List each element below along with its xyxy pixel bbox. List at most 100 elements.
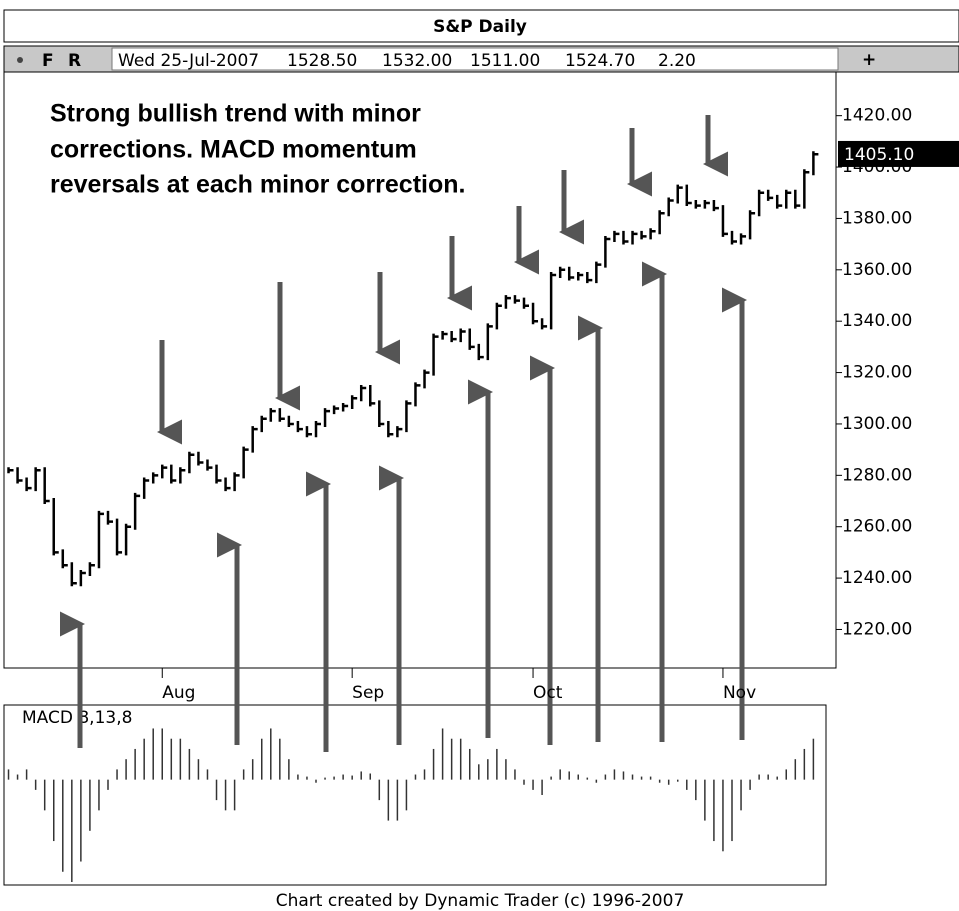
price-bar <box>332 405 340 415</box>
annotation: reversals at each minor correction. <box>50 171 465 199</box>
price-bar <box>658 210 665 235</box>
price-bar <box>115 518 123 556</box>
info-field <box>111 47 839 71</box>
price-bar <box>414 382 421 407</box>
price-bar <box>640 230 647 240</box>
price-bar <box>477 343 484 361</box>
price-bar <box>260 415 267 433</box>
price-panel <box>3 71 837 669</box>
price-bar <box>803 169 810 209</box>
status-dot <box>17 57 23 63</box>
price-bar <box>531 302 539 325</box>
price-bar <box>16 467 23 484</box>
price-bar <box>314 420 321 438</box>
annotation: Strong bullish trend with minor <box>50 100 421 128</box>
price-bar <box>721 205 728 237</box>
price-bar <box>233 472 240 492</box>
info-value: 1528.50 <box>287 51 357 71</box>
y-tick-label: 1360.00 <box>842 260 912 280</box>
price-bar <box>34 467 41 492</box>
price-bar <box>567 266 575 281</box>
price-bar <box>604 235 611 268</box>
price-bar <box>151 472 159 484</box>
price-bar <box>812 151 819 176</box>
price-bar <box>7 467 14 474</box>
price-bar <box>350 395 358 409</box>
arrows <box>60 115 747 752</box>
annotation: corrections. MACD momentum <box>50 136 417 164</box>
toolbar-button[interactable]: F <box>42 51 54 71</box>
price-bar <box>197 451 204 466</box>
price-bar <box>405 400 412 433</box>
y-tick-label: 1260.00 <box>842 517 912 537</box>
info-value: 1524.70 <box>565 51 635 71</box>
price-bar <box>504 295 511 309</box>
x-tick-label: Aug <box>162 683 195 703</box>
price-bar <box>558 266 566 278</box>
price-bar <box>88 562 95 576</box>
price-bar <box>341 402 349 412</box>
price-bar <box>224 477 231 492</box>
price-bar <box>450 331 457 343</box>
price-bar <box>522 297 529 309</box>
price-bar <box>513 295 520 304</box>
price-bar <box>694 200 701 209</box>
x-tick-label: Sep <box>352 683 384 703</box>
price-bar <box>730 230 737 245</box>
price-bar <box>124 523 132 556</box>
y-tick-label: 1240.00 <box>842 568 912 588</box>
price-bar <box>540 318 548 330</box>
price-bar <box>387 420 394 438</box>
info-value: 1511.00 <box>470 51 540 71</box>
y-tick-label: 1320.00 <box>842 363 912 383</box>
price-bar <box>685 184 692 207</box>
price-bar <box>676 184 683 204</box>
toolbar-button[interactable]: R <box>68 51 81 71</box>
price-bar <box>794 189 801 209</box>
x-tick-label: Oct <box>533 683 563 703</box>
price-bar <box>441 331 448 340</box>
price-bar <box>369 384 376 407</box>
price-bar <box>468 328 475 350</box>
price-bar <box>79 569 86 587</box>
price-bar <box>549 271 557 330</box>
price-bar <box>305 426 312 438</box>
price-bar <box>188 451 195 474</box>
price-bar <box>595 261 602 284</box>
footer: Chart created by Dynamic Trader (c) 1996… <box>276 891 685 911</box>
price-bar <box>242 446 249 479</box>
title-bar <box>3 9 959 43</box>
price-bar <box>179 467 186 484</box>
price-bar <box>649 228 656 240</box>
price-bar <box>667 197 674 217</box>
price-bar <box>423 369 430 389</box>
price-bar <box>757 189 765 217</box>
price-bar <box>703 200 710 209</box>
price-bar <box>269 408 276 422</box>
price-bar <box>278 408 285 422</box>
y-tick-label: 1300.00 <box>842 414 912 434</box>
price-bar <box>142 477 150 499</box>
price-bar <box>359 384 367 402</box>
last-price-label: 1405.10 <box>844 145 914 165</box>
y-tick-label: 1340.00 <box>842 311 912 331</box>
price-bar <box>106 510 113 525</box>
price-bar <box>287 415 294 427</box>
chart-title: S&P Daily <box>433 17 527 37</box>
price-bar <box>748 210 756 240</box>
price-bar <box>61 549 68 569</box>
price-bar <box>323 408 331 427</box>
price-bar <box>577 271 584 281</box>
price-bar <box>766 189 774 201</box>
add-button[interactable]: + <box>862 50 876 70</box>
price-bar <box>712 200 719 212</box>
price-bar <box>133 492 141 530</box>
macd-label: MACD 8,13,8 <box>22 708 132 728</box>
y-tick-label: 1280.00 <box>842 465 912 485</box>
price-bar <box>97 510 104 569</box>
price-bar <box>215 464 222 484</box>
price-bar <box>43 467 50 505</box>
info-value: 2.20 <box>658 51 696 71</box>
price-bar <box>296 420 303 433</box>
